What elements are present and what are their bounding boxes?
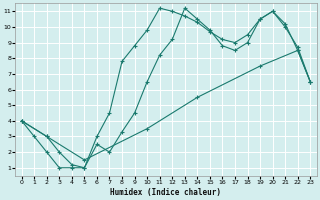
X-axis label: Humidex (Indice chaleur): Humidex (Indice chaleur) (110, 188, 221, 197)
